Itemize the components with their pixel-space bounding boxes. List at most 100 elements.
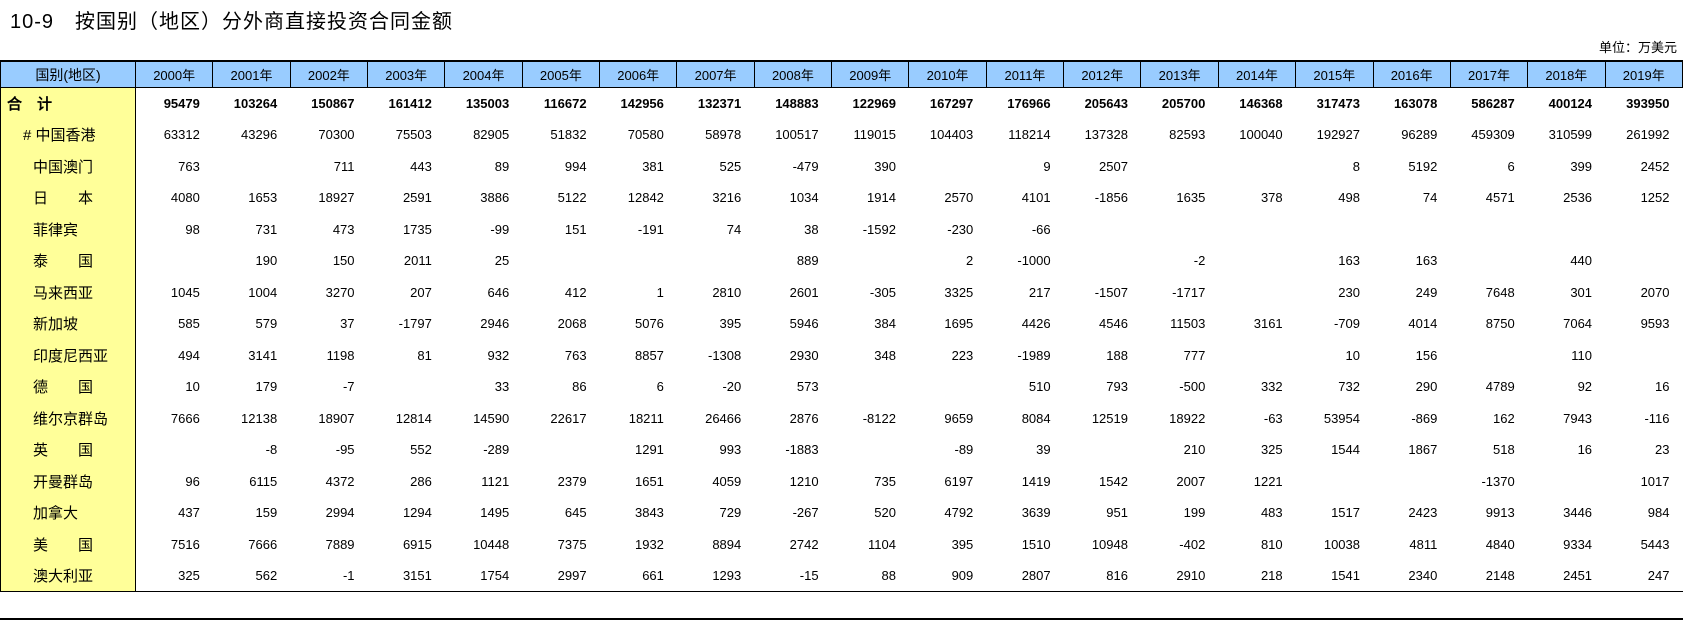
data-cell: 393950 xyxy=(1626,96,1670,111)
data-cell: 18211 xyxy=(628,410,664,426)
data-cell: 6197 xyxy=(944,473,974,489)
data-cell xyxy=(1528,214,1605,246)
data-cell: -1308 xyxy=(708,347,742,363)
data-cell: -1883 xyxy=(785,442,819,458)
year-header: 2018年 xyxy=(1527,60,1606,88)
data-cell: 384 xyxy=(874,316,896,332)
data-cell: 909 xyxy=(908,560,987,592)
year-header: 2004年 xyxy=(444,60,523,88)
data-cell: 1017 xyxy=(1640,473,1670,489)
unit-label: 单位：万美元 xyxy=(1598,40,1677,55)
data-cell: 2570 xyxy=(944,190,974,206)
data-cell: 317473 xyxy=(1316,96,1360,111)
data-cell xyxy=(1605,340,1682,372)
data-cell: 4372 xyxy=(325,473,355,489)
data-cell: 146368 xyxy=(1239,96,1283,111)
data-cell xyxy=(677,245,754,277)
data-cell: 7889 xyxy=(325,536,355,552)
data-cell: 586287 xyxy=(1471,96,1515,111)
data-cell: -1000 xyxy=(1017,253,1051,269)
data-cell: -305 xyxy=(869,284,896,300)
data-cell: 1517 xyxy=(1331,505,1360,521)
data-cell: 9334 xyxy=(1563,536,1593,552)
data-cell xyxy=(832,245,909,277)
data-cell: 2810 xyxy=(712,284,742,300)
data-cell: 378 xyxy=(1260,190,1283,206)
data-cell: 8857 xyxy=(634,347,664,363)
data-cell: 2742 xyxy=(789,536,819,552)
data-cell: 483 xyxy=(1260,505,1283,521)
data-cell: 763 xyxy=(564,347,587,363)
year-header: 2007年 xyxy=(676,60,755,88)
data-cell: 5122 xyxy=(557,190,587,206)
data-cell: 247 xyxy=(1605,560,1683,592)
year-header: 2017年 xyxy=(1449,60,1529,88)
table-row: 中国澳门 763 711 443 89 994 381 525 -479 390 9 2507 8 519… xyxy=(0,150,1683,183)
data-cell: 399 xyxy=(1570,158,1593,174)
data-cell: 348 xyxy=(874,347,896,363)
data-cell: 75503 xyxy=(395,127,432,143)
data-cell: 74 xyxy=(1422,190,1438,206)
data-cell: 325 xyxy=(135,560,213,592)
data-cell: 395 xyxy=(951,536,974,552)
data-cell: 26466 xyxy=(705,410,742,426)
row-label: 菲律宾 xyxy=(0,213,136,245)
data-cell: 18907 xyxy=(318,410,355,426)
data-cell: 176966 xyxy=(1007,96,1051,111)
data-cell: 1754 xyxy=(444,560,523,592)
data-cell: -1797 xyxy=(398,316,432,332)
data-cell: 11503 xyxy=(1170,316,1206,332)
data-cell: 8084 xyxy=(1021,410,1051,426)
data-cell: 1635 xyxy=(1176,190,1206,206)
row-label: 马来西亚 xyxy=(0,276,136,308)
data-cell: 729 xyxy=(719,505,742,521)
year-header: 2010年 xyxy=(908,60,987,88)
table-row: 日 本 4080 1653 18927 2591 3886 5122 12842 3216 103… xyxy=(0,182,1683,214)
data-cell: 1121 xyxy=(481,473,510,489)
data-cell: 2876 xyxy=(789,410,819,426)
data-cell: 5443 xyxy=(1640,536,1670,552)
year-header: 2002年 xyxy=(289,60,369,88)
data-cell: 2507 xyxy=(1099,158,1128,174)
data-cell: -63 xyxy=(1263,410,1283,426)
data-cell: 3639 xyxy=(1021,505,1051,521)
data-cell: 994 xyxy=(564,158,587,174)
data-cell xyxy=(1141,214,1218,246)
data-cell: -869 xyxy=(1411,410,1438,426)
data-cell: 118214 xyxy=(1008,127,1051,143)
data-cell xyxy=(213,151,290,183)
year-header: 2014年 xyxy=(1217,60,1297,88)
data-cell: 732 xyxy=(1338,379,1360,395)
data-cell xyxy=(1141,151,1218,183)
data-cell: 10948 xyxy=(1091,536,1128,552)
data-cell: 1 xyxy=(656,284,664,300)
data-cell: 159 xyxy=(255,505,278,521)
data-cell: 14590 xyxy=(473,410,510,426)
data-cell: 951 xyxy=(1106,505,1128,521)
data-cell: 39 xyxy=(1036,442,1051,458)
table-row: 加拿大 437 159 2994 1294 1495 645 3843 729 -267 520 47… xyxy=(0,497,1683,529)
data-cell: 2994 xyxy=(325,505,355,521)
data-cell xyxy=(1605,245,1682,277)
data-cell: 7064 xyxy=(1563,316,1593,332)
data-cell: 889 xyxy=(796,253,819,269)
data-cell: 3843 xyxy=(634,505,664,521)
data-cell: 993 xyxy=(719,442,742,458)
data-cell: 395 xyxy=(719,316,742,332)
data-cell: 1541 xyxy=(1295,560,1373,592)
data-cell: 2011 xyxy=(403,253,432,269)
table-row: 菲律宾 98 731 473 1735 -99 151 -191 74 38 -1592 -230 -6… xyxy=(0,213,1683,246)
data-cell: 51832 xyxy=(550,127,587,143)
data-cell: 205700 xyxy=(1161,96,1206,111)
table-row: 马来西亚 1045 1004 3270 207 646 412 1 2810 2601 -305 33… xyxy=(0,276,1683,308)
data-cell: 150 xyxy=(332,253,355,269)
data-cell: 100517 xyxy=(775,127,819,143)
row-label: 新加坡 xyxy=(0,308,136,340)
data-cell: 103264 xyxy=(233,96,278,111)
row-label: 德 国 xyxy=(0,371,136,403)
data-cell xyxy=(832,434,909,466)
data-cell: 7943 xyxy=(1563,410,1593,426)
year-header: 2005年 xyxy=(521,60,601,88)
data-cell: 86 xyxy=(572,379,587,395)
data-cell: 400124 xyxy=(1548,96,1593,111)
